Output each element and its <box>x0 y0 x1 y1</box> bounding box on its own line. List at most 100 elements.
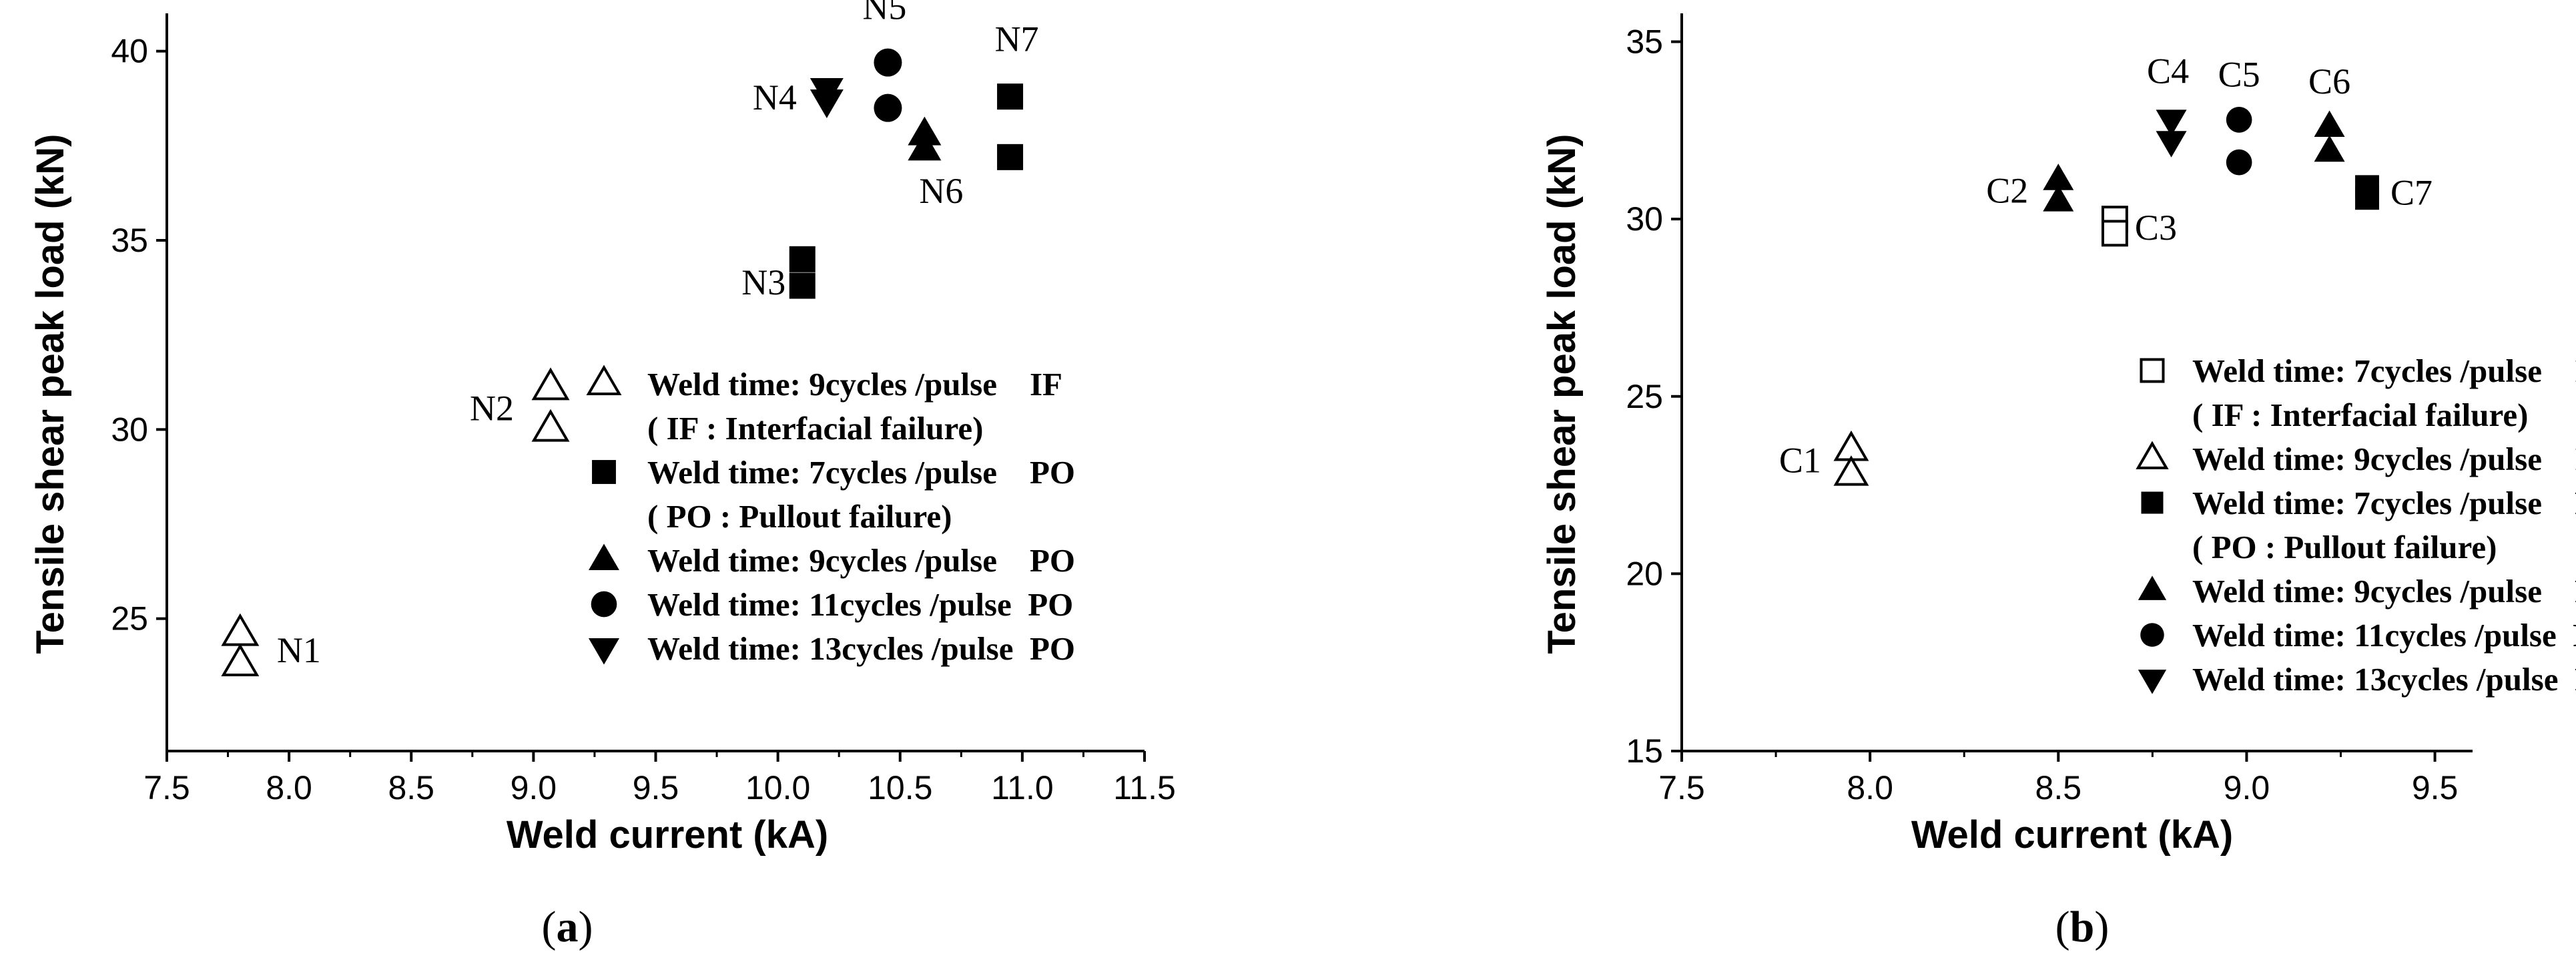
data-point-triangle-up-open <box>531 409 570 442</box>
data-points <box>221 48 1024 677</box>
legend-entry: Weld time: 7cycles /pulse PO <box>2192 485 2576 521</box>
data-point-triangle-up-filled <box>2043 164 2074 190</box>
legend: Weld time: 7cycles /pulse IF ( IF : Inter… <box>2136 352 2576 698</box>
data-point-triangle-up-filled <box>2314 135 2345 162</box>
x-tick-label: 9.0 <box>2224 769 2270 806</box>
legend-marker-square-open <box>2140 358 2165 383</box>
legend-marker-triangle-up-filled <box>2138 575 2167 600</box>
y-tick-label: 35 <box>1626 23 1663 61</box>
point-label: N2 <box>470 388 514 428</box>
y-tick-label: 20 <box>1626 555 1663 592</box>
point-label: C5 <box>2218 54 2260 94</box>
x-tick-label: 11.5 <box>1113 769 1176 806</box>
legend-entry: ( PO : Pullout failure) <box>647 498 952 535</box>
legend: Weld time: 9cycles /pulse IF ( IF : Inter… <box>586 365 1075 667</box>
data-point-square-filled <box>997 83 1024 110</box>
y-axis-title: Tensile shear peak load (kN) <box>1540 134 1584 654</box>
y-tick-label: 25 <box>111 600 148 638</box>
axes: 7.5 8.0 8.5 9.0 9.5 10.0 10.5 11.0 11.5 25 30 35 40 <box>111 13 1176 806</box>
y-tick-label: 35 <box>111 222 148 259</box>
x-axis-title: Weld current (kA) <box>1911 813 2233 857</box>
data-point-square-filled <box>789 246 816 272</box>
legend-entry: Weld time: 13cycles /pulse PO <box>2192 661 2576 698</box>
panel-label: (b) <box>2055 903 2110 951</box>
legend-entry: Weld time: 13cycles /pulse PO <box>647 630 1075 667</box>
legend-entry: Weld time: 9cycles /pulse IF <box>2192 441 2576 477</box>
legend-entry: Weld time: 9cycles /pulse PO <box>647 542 1075 579</box>
data-point-circle-filled <box>874 93 902 122</box>
x-tick-label: 9.5 <box>633 769 679 806</box>
legend-entry: Weld time: 9cycles /pulse IF <box>647 366 1062 403</box>
data-point-triangle-up-open <box>221 644 260 677</box>
point-label: C6 <box>2308 61 2350 101</box>
data-point-circle-filled <box>2226 107 2252 133</box>
data-point-circle-filled <box>874 48 902 77</box>
chart-panel-b: 7.5 8.0 8.5 9.0 9.5 15 20 25 30 35 Weld current (k… <box>1540 13 2576 951</box>
x-tick-label: 8.0 <box>1847 769 1893 806</box>
point-label: N7 <box>995 19 1039 59</box>
y-axis-title: Tensile shear peak load (kN) <box>29 134 72 654</box>
legend-entry: Weld time: 11cycles /pulse PO <box>2192 617 2576 654</box>
legend-entry: ( IF : Interfacial failure) <box>647 410 983 447</box>
x-tick-label: 8.5 <box>2035 769 2082 806</box>
axes: 7.5 8.0 8.5 9.0 9.5 15 20 25 30 35 <box>1626 13 2473 806</box>
legend-entry: Weld time: 7cycles /pulse PO <box>647 454 1075 491</box>
legend-marker-triangle-up-open <box>2136 441 2169 469</box>
x-tick-label: 7.5 <box>1658 769 1705 806</box>
legend-marker-triangle-down-filled <box>589 638 619 665</box>
point-label: N4 <box>753 77 797 117</box>
data-points <box>1833 107 2379 486</box>
point-label: N5 <box>862 0 906 27</box>
legend-entry: ( IF : Interfacial failure) <box>2192 397 2528 433</box>
panel-letter: b <box>2070 903 2095 951</box>
x-tick-label: 8.5 <box>388 769 434 806</box>
data-point-triangle-down-filled <box>2156 109 2187 136</box>
data-point-triangle-up-open <box>531 367 570 401</box>
data-point-triangle-up-filled <box>2314 110 2345 138</box>
data-point-triangle-up-open <box>221 613 260 646</box>
legend-entry: ( PO : Pullout failure) <box>2192 529 2497 565</box>
data-point-triangle-up-open <box>1833 455 1869 486</box>
data-point-circle-filled <box>2226 149 2252 176</box>
panel-letter: a <box>557 903 579 951</box>
x-tick-label: 8.0 <box>266 769 312 806</box>
data-point-triangle-down-filled <box>2156 131 2187 158</box>
data-point-square-filled <box>997 144 1024 170</box>
y-tick-label: 25 <box>1626 378 1663 415</box>
x-tick-label: 7.5 <box>143 769 190 806</box>
data-point-triangle-up-filled <box>908 116 942 146</box>
x-tick-label: 10.5 <box>868 769 932 806</box>
point-label: N1 <box>277 630 321 670</box>
point-label: C7 <box>2390 172 2433 212</box>
data-point-square-open <box>2101 220 2128 247</box>
legend-marker-circle-filled <box>591 591 617 618</box>
y-tick-label: 30 <box>111 411 148 448</box>
legend-entry: Weld time: 7cycles /pulse IF <box>2192 352 2576 389</box>
point-label: N3 <box>741 262 785 302</box>
point-label: N6 <box>919 171 963 211</box>
legend-marker-triangle-up-filled <box>589 543 619 571</box>
y-tick-label: 15 <box>1626 732 1663 770</box>
legend-marker-square-filled <box>2141 491 2164 514</box>
legend-marker-circle-filled <box>2140 623 2164 647</box>
chart-panel-a: 7.5 8.0 8.5 9.0 9.5 10.0 10.5 11.0 11.5 25 30 35 40 W… <box>29 0 1176 951</box>
x-tick-label: 9.0 <box>511 769 557 806</box>
legend-marker-triangle-down-filled <box>2138 670 2167 694</box>
point-label: C1 <box>1779 440 1821 480</box>
data-point-square-filled <box>2355 186 2379 210</box>
legend-marker-triangle-up-open <box>586 365 622 396</box>
legend-marker-square-filled <box>592 460 616 484</box>
x-tick-label: 9.5 <box>2412 769 2459 806</box>
point-label: C4 <box>2147 51 2189 91</box>
panel-label: (a) <box>542 903 593 951</box>
legend-entry: Weld time: 11cycles /pulse PO <box>647 586 1073 623</box>
y-tick-label: 40 <box>111 33 148 70</box>
x-tick-label: 11.0 <box>991 769 1054 806</box>
point-label: C2 <box>1986 171 2028 211</box>
x-axis-title: Weld current (kA) <box>507 813 828 857</box>
point-label: C3 <box>2135 208 2177 248</box>
data-point-triangle-up-filled <box>2043 185 2074 212</box>
data-point-square-filled <box>789 272 816 299</box>
legend-entry: Weld time: 9cycles /pulse PO <box>2192 573 2576 610</box>
